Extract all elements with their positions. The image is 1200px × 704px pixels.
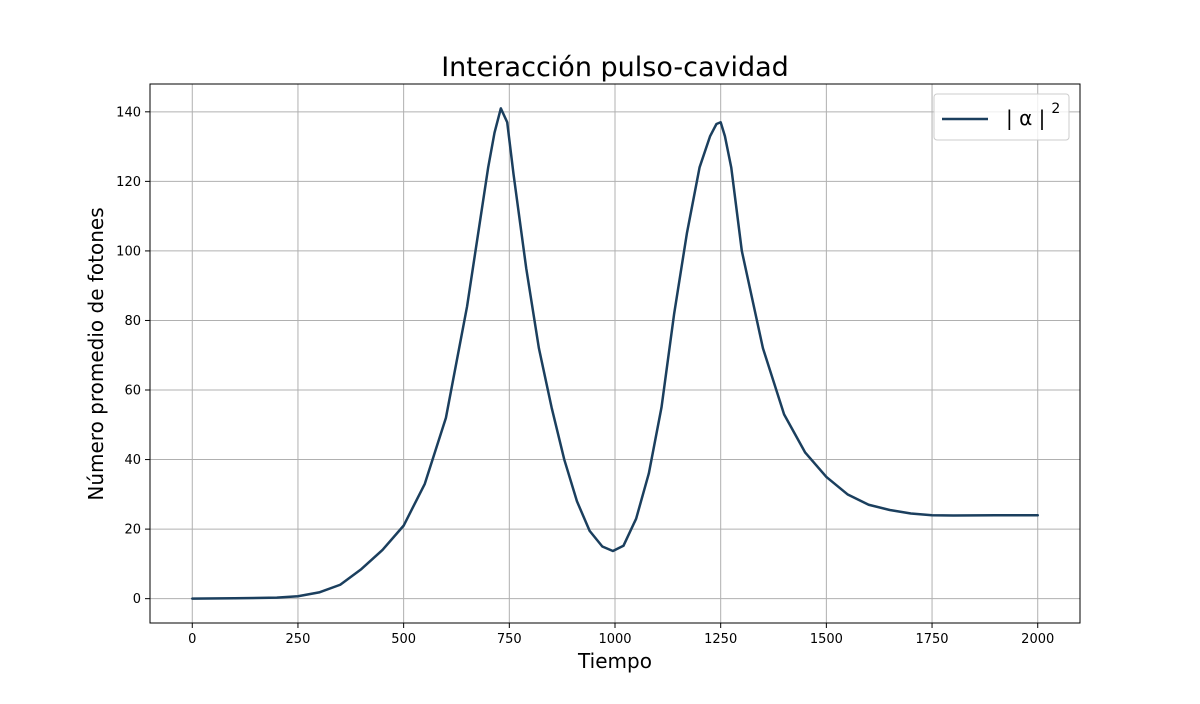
y-tick-label: 20 [124,523,141,538]
x-tick-label: 750 [497,632,522,647]
y-tick-label: 100 [116,244,141,259]
x-axis-label: Tiempo [577,649,652,673]
y-tick-label: 140 [116,105,141,120]
y-tick-label: 0 [133,592,141,607]
x-tick-label: 1250 [704,632,737,647]
x-tick-label: 500 [391,632,416,647]
grid [150,84,1080,623]
axis-ticks: 0 250 500 750 1000 1250 1500 1750 2000 0 20 40 60 80 1… [116,105,1054,647]
legend-entry-superscript: 2 [1051,101,1060,117]
legend-entry-alpha: | α | 2 [1006,101,1060,130]
y-tick-label: 40 [124,453,141,468]
y-tick-label: 60 [124,384,141,399]
x-tick-label: 1500 [810,632,843,647]
y-tick-label: 80 [124,314,141,329]
legend-entry-base: | α | [1006,106,1045,130]
x-tick-label: 0 [188,632,196,647]
chart-title: Interacción pulso-cavidad [441,52,789,83]
legend-box [933,93,1070,141]
x-tick-label: 1000 [598,632,631,647]
x-tick-label: 1750 [915,632,948,647]
x-tick-label: 250 [286,632,311,647]
x-tick-label: 2000 [1021,632,1054,647]
y-axis-label: Número promedio de fotones [84,207,108,500]
y-tick-label: 120 [116,175,141,190]
legend: | α | 2 [933,93,1070,141]
series-line-0 [191,107,1039,600]
series-layer [191,107,1039,600]
